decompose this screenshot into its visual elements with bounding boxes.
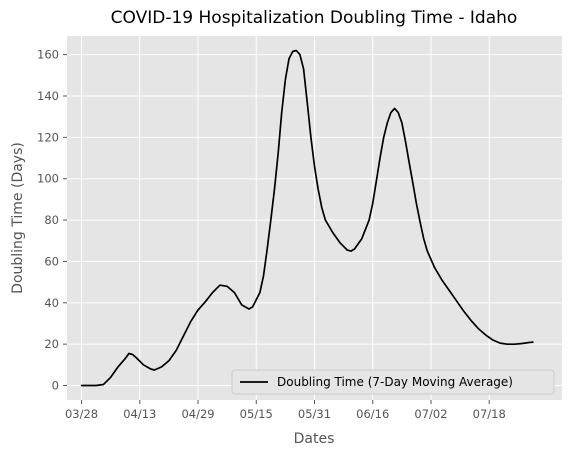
x-tick-label: 06/16 [356,407,389,421]
legend: Doubling Time (7-Day Moving Average) [231,369,555,395]
y-tick-label: 0 [52,379,59,393]
y-axis-label: Doubling Time (Days) [10,142,26,294]
y-tick-label: 100 [37,172,59,186]
y-tick-label: 140 [37,89,59,103]
chart-title: COVID-19 Hospitalization Doubling Time -… [111,8,518,28]
x-tick-label: 04/29 [181,407,214,421]
x-axis-label: Dates [294,431,335,447]
legend-box [231,369,555,395]
y-tick-label: 120 [37,130,59,144]
x-tick-label: 03/28 [65,407,98,421]
grid [67,36,562,400]
x-tick-label: 07/02 [414,407,447,421]
y-tick-label: 40 [44,296,59,310]
x-tick-label: 04/13 [123,407,156,421]
series-line [80,49,534,387]
x-tick-label: 05/31 [298,407,331,421]
x-tick-label: 07/18 [473,407,506,421]
y-tick-label: 60 [44,254,59,268]
tick-labels: 0 20 40 60 80 100 120 140 160 03/28 04/13 04/29 05/1… [37,48,506,421]
y-tick-label: 20 [44,337,59,351]
y-tick-label: 80 [44,213,59,227]
x-tick-label: 05/15 [240,407,273,421]
y-tick-label: 160 [37,48,59,62]
legend-entry: Doubling Time (7-Day Moving Average) [277,375,513,389]
